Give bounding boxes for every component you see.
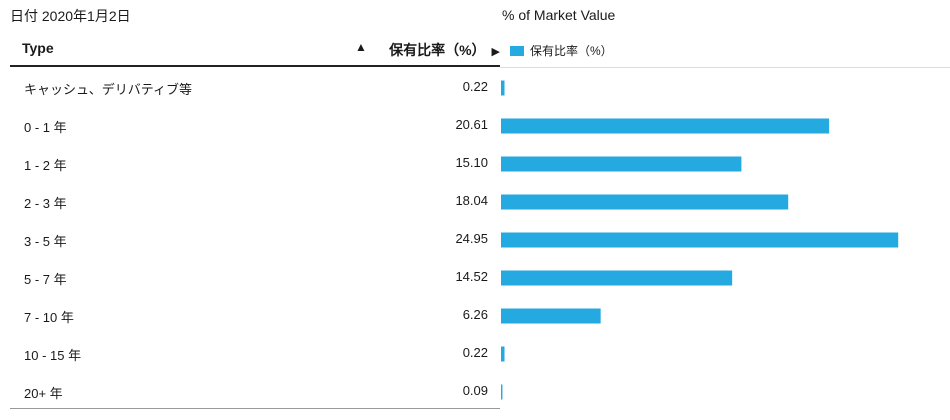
row-label: 0 - 1 年 [24,120,67,135]
table-row: 20+ 年 0.09 [10,372,490,410]
bar[interactable] [501,80,505,96]
bar[interactable] [501,270,733,286]
row-label: 1 - 2 年 [24,158,67,173]
row-value: 14.52 [455,269,488,284]
row-label: 7 - 10 年 [24,310,74,325]
table-row: 10 - 15 年 0.22 [10,334,490,372]
table-bottom-divider [10,408,500,409]
bar[interactable] [501,194,789,210]
date-label: 日付 2020年1月2日 [10,8,131,24]
table-row: 1 - 2 年 15.10 [10,144,490,182]
row-value: 24.95 [455,231,488,246]
bar[interactable] [501,232,899,248]
table-row: 3 - 5 年 24.95 [10,220,490,258]
row-value: 0.09 [462,383,488,398]
row-label: 20+ 年 [24,386,63,401]
bar[interactable] [501,118,830,134]
row-value: 15.10 [455,155,488,170]
row-label: キャッシュ、デリバティブ等 [24,82,192,97]
column-header-value[interactable]: 保有比率（%） ▶ [389,40,500,60]
bar-chart [501,80,899,400]
row-label: 3 - 5 年 [24,234,67,249]
bar[interactable] [501,156,742,172]
legend-label: 保有比率（%） [530,44,613,58]
legend-swatch [510,45,524,56]
row-value: 0.22 [462,345,488,360]
header-divider [500,67,950,68]
table-row: 2 - 3 年 18.04 [10,182,490,220]
column-header-value-label: 保有比率（%） [389,42,486,58]
row-value: 0.22 [462,79,488,94]
chevron-right-icon[interactable]: ▶ [491,46,500,58]
table-row: 7 - 10 年 6.26 [10,296,490,334]
bar[interactable] [501,308,601,324]
bar[interactable] [501,346,505,362]
row-label: 10 - 15 年 [24,348,82,363]
column-header-type[interactable]: Type [22,40,54,56]
table-row: 0 - 1 年 20.61 [10,106,490,144]
bar[interactable] [501,384,503,400]
row-value: 18.04 [455,193,488,208]
row-label: 2 - 3 年 [24,196,67,211]
chart-legend: 保有比率（%） [510,42,613,59]
row-value: 20.61 [455,117,488,132]
row-label: 5 - 7 年 [24,272,67,287]
table-header: Type ▲ 保有比率（%） ▶ [10,30,500,67]
row-value: 6.26 [462,307,488,322]
sort-ascending-icon[interactable]: ▲ [355,40,367,54]
chart-title: % of Market Value [502,7,616,23]
table-row: 5 - 7 年 14.52 [10,258,490,296]
table-row: キャッシュ、デリバティブ等 0.22 [10,68,490,106]
